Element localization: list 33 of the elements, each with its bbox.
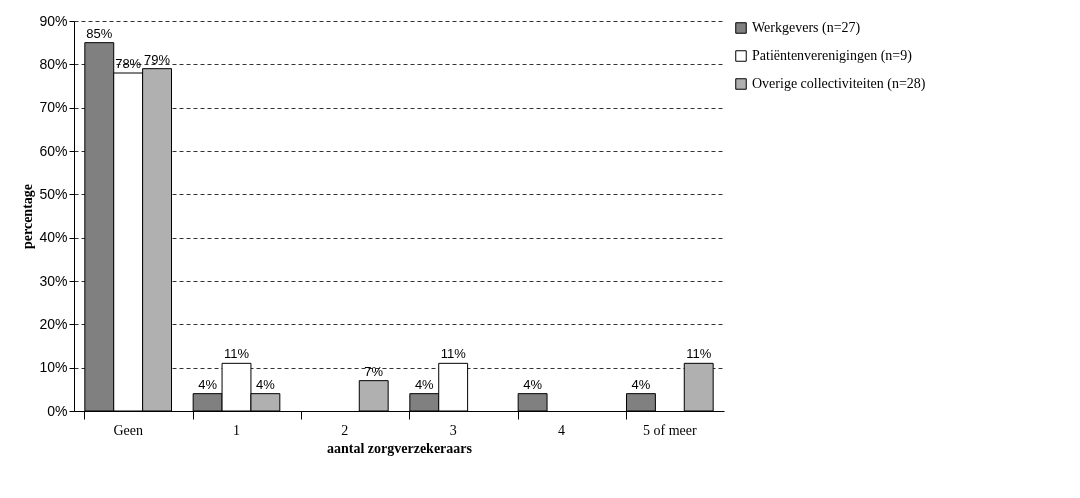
y-tick-label: 30% bbox=[39, 272, 68, 289]
legend-label: Werkgevers (n=27) bbox=[752, 20, 861, 36]
data-label: 11% bbox=[440, 346, 467, 362]
data-label: 11% bbox=[686, 346, 712, 362]
x-tick-label: 5 of meer bbox=[643, 422, 697, 438]
x-tick-label: 2 bbox=[341, 422, 349, 438]
data-label: 7% bbox=[364, 363, 384, 379]
x-tick-label: 4 bbox=[558, 422, 565, 438]
data-label: 79% bbox=[144, 51, 171, 67]
x-tick-label: Geen bbox=[113, 422, 143, 438]
data-label: 4% bbox=[414, 376, 435, 392]
y-tick-label: 60% bbox=[39, 142, 68, 159]
legend-label: Overige collectiviteiten (n=28) bbox=[752, 76, 926, 92]
legend-label: Patiëntenverenigingen (n=9) bbox=[752, 48, 913, 64]
data-label: 11% bbox=[223, 346, 250, 362]
y-tick-label: 0% bbox=[47, 402, 68, 419]
data-label: 4% bbox=[255, 376, 276, 392]
y-tick-label: 20% bbox=[39, 315, 68, 332]
y-axis-title: percentage bbox=[20, 183, 36, 250]
y-tick-label: 50% bbox=[39, 185, 68, 202]
data-label: 4% bbox=[523, 376, 543, 392]
y-tick-label: 40% bbox=[39, 229, 68, 246]
y-tick-label: 70% bbox=[39, 99, 68, 116]
x-tick-label: 3 bbox=[449, 422, 457, 438]
y-tick-label: 90% bbox=[39, 12, 68, 29]
data-label: 4% bbox=[198, 376, 218, 392]
data-label: 4% bbox=[631, 376, 651, 392]
x-tick-label: 1 bbox=[233, 422, 240, 438]
data-label: 78% bbox=[115, 56, 142, 71]
data-label: 85% bbox=[86, 25, 113, 41]
x-axis-title: aantal zorgverzekeraars bbox=[327, 440, 473, 456]
y-tick-label: 10% bbox=[39, 359, 68, 376]
y-tick-label: 80% bbox=[39, 55, 68, 72]
